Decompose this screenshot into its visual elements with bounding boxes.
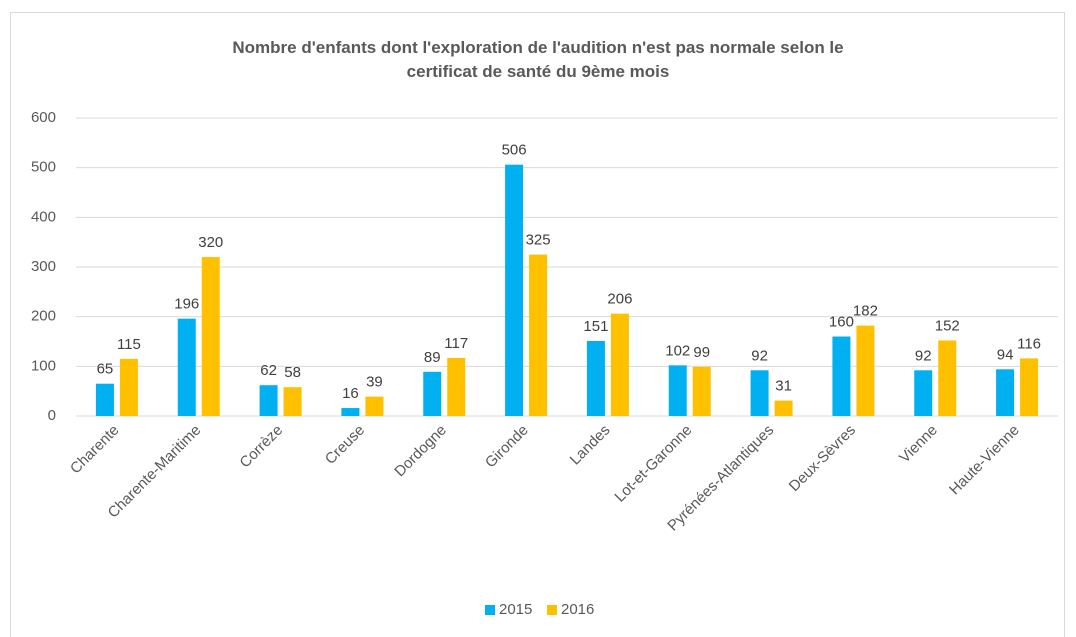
bar (856, 325, 875, 416)
value-label: 160 (829, 314, 854, 331)
y-tick-label: 200 (31, 308, 56, 325)
value-label: 102 (665, 342, 690, 359)
x-tick-label: Vienne (896, 422, 941, 467)
bar (423, 371, 442, 416)
bar (201, 257, 220, 416)
bar (529, 254, 548, 416)
value-label: 16 (342, 385, 359, 402)
legend-swatch (485, 605, 495, 615)
value-label: 89 (424, 349, 441, 366)
x-tick-label: Gironde (482, 422, 532, 472)
bar (668, 365, 687, 416)
legend-label: 2015 (499, 601, 532, 618)
y-tick-label: 500 (31, 159, 56, 176)
bar (774, 400, 793, 416)
x-tick-label: Landes (567, 422, 614, 469)
y-tick-label: 300 (31, 258, 56, 275)
value-label: 152 (935, 317, 960, 334)
value-label: 182 (853, 303, 878, 320)
y-tick-label: 600 (31, 109, 56, 126)
value-label: 58 (284, 364, 301, 381)
value-label: 151 (583, 318, 608, 335)
value-label: 92 (915, 347, 932, 364)
bar (692, 366, 711, 416)
x-tick-label: Lot-et-Garonne (611, 422, 695, 506)
bar (750, 370, 769, 416)
value-label: 65 (97, 361, 114, 378)
x-tick-label: Charente (67, 422, 123, 478)
x-tick-label: Deux-Sèvres (786, 422, 859, 495)
value-label: 320 (198, 234, 223, 251)
value-label: 92 (751, 347, 768, 364)
bar (505, 164, 524, 416)
chart-title: Nombre d'enfants dont l'exploration de l… (232, 38, 844, 81)
x-tick-label: Corrèze (236, 422, 286, 472)
value-label: 506 (502, 142, 527, 159)
value-label: 325 (526, 232, 551, 249)
value-label: 99 (693, 344, 710, 361)
bar (1020, 358, 1039, 416)
bar (119, 358, 138, 416)
value-label: 115 (117, 336, 141, 353)
bar (996, 369, 1015, 416)
y-tick-label: 100 (31, 357, 56, 374)
bar (610, 313, 629, 416)
bar (938, 340, 957, 416)
bar (586, 341, 605, 416)
bar (365, 396, 384, 416)
bar (95, 383, 114, 416)
legend-label: 2016 (561, 601, 594, 618)
value-label: 196 (174, 296, 199, 313)
value-label: 206 (607, 291, 632, 308)
bar (832, 336, 851, 416)
x-tick-label: Haute-Vienne (946, 422, 1023, 499)
bar (447, 357, 466, 416)
x-tick-label: Dordogne (391, 422, 450, 481)
bar (259, 385, 278, 416)
x-tick-label: Creuse (322, 422, 368, 468)
bar (283, 387, 302, 416)
y-tick-label: 400 (31, 208, 56, 225)
chart-frame (10, 12, 1065, 637)
value-label: 62 (260, 362, 277, 379)
value-label: 117 (444, 335, 468, 352)
value-label: 94 (997, 346, 1014, 363)
y-tick-label: 0 (48, 407, 56, 424)
legend-swatch (547, 605, 557, 615)
bar (341, 408, 360, 416)
bar (177, 318, 196, 416)
value-label: 39 (366, 374, 383, 391)
bar (914, 370, 933, 416)
value-label: 116 (1017, 335, 1041, 352)
value-label: 31 (775, 378, 792, 395)
